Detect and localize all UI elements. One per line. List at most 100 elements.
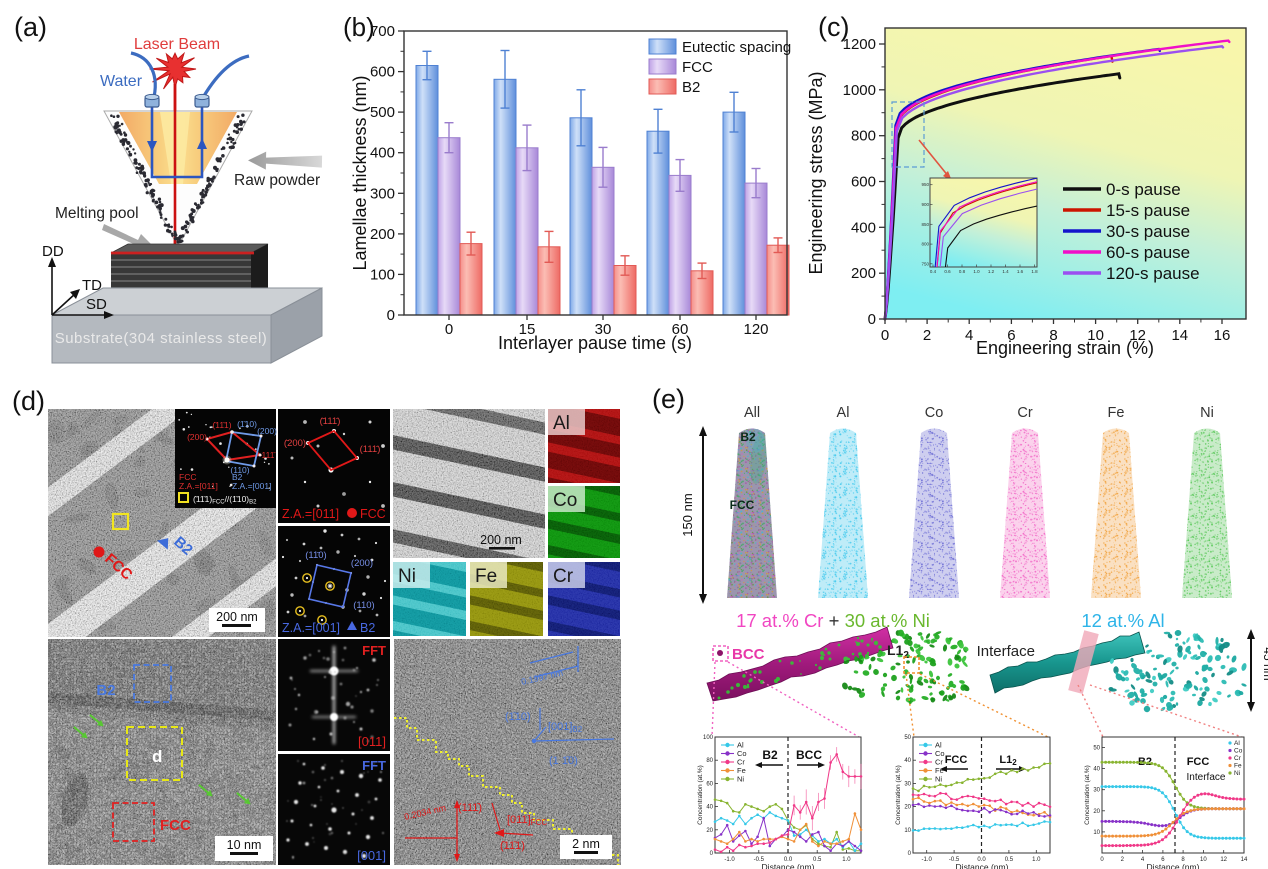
svg-text:Ni: Ni xyxy=(935,775,942,784)
svg-text:Cr: Cr xyxy=(935,758,943,767)
svg-text:FFT: FFT xyxy=(362,758,386,773)
svg-text:Co: Co xyxy=(925,405,944,421)
svg-text:Cr: Cr xyxy=(1017,405,1032,421)
svg-text:(110): (110) xyxy=(230,465,249,475)
svg-text:Cr: Cr xyxy=(737,758,745,767)
svg-text:400: 400 xyxy=(851,219,876,236)
svg-text:120-s pause: 120-s pause xyxy=(1106,264,1200,283)
svg-text:L12: L12 xyxy=(999,754,1017,767)
svg-text:(̄200): (̄200) xyxy=(187,432,207,442)
svg-text:120: 120 xyxy=(743,321,768,338)
svg-text:0-s pause: 0-s pause xyxy=(1106,180,1181,199)
svg-text:40: 40 xyxy=(904,758,911,764)
svg-text:Raw powder: Raw powder xyxy=(234,172,320,189)
svg-text:950: 950 xyxy=(921,182,929,187)
svg-text:Cr: Cr xyxy=(1234,755,1242,762)
svg-text:0: 0 xyxy=(445,321,453,338)
svg-text:300: 300 xyxy=(370,185,395,202)
svg-text:10: 10 xyxy=(1093,830,1100,836)
svg-text:-0.5: -0.5 xyxy=(949,857,960,863)
svg-text:B2: B2 xyxy=(740,430,756,444)
svg-text:(a): (a) xyxy=(14,12,47,42)
svg-text:Water: Water xyxy=(100,73,143,90)
svg-text:1.0: 1.0 xyxy=(973,269,980,274)
svg-text:Interface: Interface xyxy=(1187,772,1226,783)
svg-text:1.8: 1.8 xyxy=(1031,269,1038,274)
svg-text:Fe: Fe xyxy=(737,766,746,775)
svg-text:12 at.% Al: 12 at.% Al xyxy=(1081,610,1164,631)
svg-text:All: All xyxy=(744,405,760,421)
svg-text:45 nm: 45 nm xyxy=(1261,647,1268,680)
svg-text:15-s pause: 15-s pause xyxy=(1106,201,1190,220)
svg-text:Z.A.=[001]: Z.A.=[001] xyxy=(282,621,340,635)
svg-text:0.6: 0.6 xyxy=(944,269,951,274)
svg-text:Co: Co xyxy=(737,749,747,758)
svg-text:(c): (c) xyxy=(818,12,849,42)
svg-text:Al: Al xyxy=(553,413,570,434)
svg-text:FFT: FFT xyxy=(362,643,386,658)
svg-text:L12: L12 xyxy=(887,642,909,661)
svg-text:FCC: FCC xyxy=(730,498,755,512)
svg-text:Substrate(304 stainless steel: Substrate(304 stainless steel) xyxy=(55,330,268,347)
svg-text:(111̄): (111̄) xyxy=(360,444,381,455)
svg-text:(̄11̄1): (̄11̄1) xyxy=(500,840,525,852)
svg-text:[011]FCC: [011]FCC xyxy=(507,814,547,827)
svg-text:(̄200): (̄200) xyxy=(284,438,306,449)
svg-text:17 at.% Cr + 30 at.% Ni: 17 at.% Cr + 30 at.% Ni xyxy=(736,610,930,631)
svg-text:6: 6 xyxy=(1161,857,1165,863)
svg-text:20: 20 xyxy=(706,828,713,834)
svg-text:100: 100 xyxy=(703,735,714,741)
svg-text:Z.A.=[011]: Z.A.=[011] xyxy=(282,507,339,521)
svg-text:150 nm: 150 nm xyxy=(680,493,695,536)
svg-text:200: 200 xyxy=(370,226,395,243)
svg-text:-1.0: -1.0 xyxy=(922,857,933,863)
svg-text:Lamellae thickness (nm): Lamellae thickness (nm) xyxy=(350,75,370,270)
svg-text:15: 15 xyxy=(519,321,536,338)
svg-text:200 nm: 200 nm xyxy=(480,533,522,547)
svg-text:FCC: FCC xyxy=(945,754,968,766)
svg-text:Concentration (at.%): Concentration (at.%) xyxy=(895,765,902,825)
svg-text:0.8: 0.8 xyxy=(959,269,966,274)
svg-text:Co: Co xyxy=(935,749,945,758)
svg-text:(̄11̄1)FCC//(1̄10)B2: (̄11̄1)FCC//(1̄10)B2 xyxy=(193,494,257,506)
svg-text:Ni: Ni xyxy=(737,775,744,784)
svg-text:6: 6 xyxy=(1007,327,1015,344)
svg-text:0.0: 0.0 xyxy=(784,857,793,863)
svg-text:850: 850 xyxy=(921,222,929,227)
svg-text:0: 0 xyxy=(868,311,876,328)
svg-text:-0.5: -0.5 xyxy=(754,857,765,863)
svg-text:(b): (b) xyxy=(343,12,375,42)
svg-text:Cr: Cr xyxy=(553,566,574,587)
svg-text:B2: B2 xyxy=(762,748,778,762)
svg-text:FCC: FCC xyxy=(160,817,191,834)
svg-text:900: 900 xyxy=(921,202,929,207)
svg-text:Al: Al xyxy=(935,741,942,750)
svg-text:111̄: 111̄ xyxy=(262,450,277,460)
svg-text:500: 500 xyxy=(370,104,395,121)
svg-text:Engineering stress (MPa): Engineering stress (MPa) xyxy=(806,71,826,274)
svg-text:0.0: 0.0 xyxy=(977,857,986,863)
svg-text:40: 40 xyxy=(1093,767,1100,773)
svg-text:8: 8 xyxy=(1181,857,1185,863)
svg-text:700: 700 xyxy=(370,23,395,40)
svg-text:(1 1̄0): (1 1̄0) xyxy=(549,755,578,767)
svg-text:30: 30 xyxy=(595,321,612,338)
svg-text:0: 0 xyxy=(1100,857,1104,863)
svg-text:60: 60 xyxy=(706,781,713,787)
svg-text:BCC: BCC xyxy=(796,748,822,762)
svg-text:1.2: 1.2 xyxy=(988,269,995,274)
svg-text:Concentration (at.%): Concentration (at.%) xyxy=(1084,765,1091,825)
svg-text:2: 2 xyxy=(1121,857,1125,863)
svg-text:FCC: FCC xyxy=(360,507,386,521)
svg-text:30: 30 xyxy=(1093,788,1100,794)
svg-text:14: 14 xyxy=(1171,327,1188,344)
svg-text:B2: B2 xyxy=(96,682,115,699)
svg-text:0.5: 0.5 xyxy=(813,857,822,863)
svg-text:Co: Co xyxy=(553,490,577,511)
svg-text:12: 12 xyxy=(1220,857,1227,863)
svg-text:SD: SD xyxy=(86,296,107,313)
svg-text:Fe: Fe xyxy=(1234,763,1242,770)
svg-text:Fe: Fe xyxy=(1108,405,1125,421)
svg-text:Eutectic spacing: Eutectic spacing xyxy=(682,39,791,56)
svg-text:800: 800 xyxy=(921,242,929,247)
